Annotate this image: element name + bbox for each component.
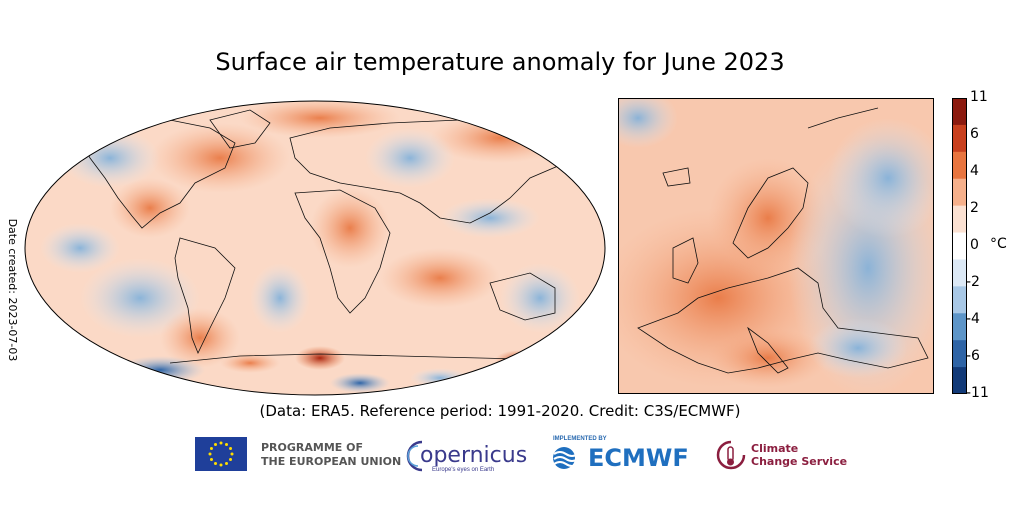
europe-anomaly-map bbox=[618, 98, 934, 394]
ecmwf-waves-icon bbox=[553, 447, 579, 469]
colorbar-segment bbox=[952, 340, 967, 368]
eu-line-1: PROGRAMME OF bbox=[261, 441, 363, 454]
colorbar-tick-label: 4 bbox=[970, 163, 979, 179]
colorbar-segment bbox=[952, 205, 967, 234]
ecmwf-logo-text: ECMWF bbox=[588, 444, 689, 472]
colorbar-segment bbox=[952, 367, 967, 394]
eu-flag-icon bbox=[195, 437, 247, 471]
colorbar-segment bbox=[952, 98, 967, 126]
colorbar-segment bbox=[952, 124, 967, 153]
world-anomaly-map bbox=[24, 100, 606, 396]
colorbar-segment bbox=[952, 286, 967, 314]
date-created-label: Date created: 2023-07-03 bbox=[6, 218, 19, 362]
colorbar-tick-label: 11 bbox=[970, 89, 988, 105]
colorbar-segment bbox=[952, 313, 967, 341]
colorbar-tick-label: 2 bbox=[970, 200, 979, 216]
ccs-line-2: Change Service bbox=[751, 455, 848, 468]
implemented-by-label: IMPLEMENTED BY bbox=[553, 436, 607, 442]
colorbar-tick-label: -6 bbox=[966, 348, 980, 364]
colorbar-tick-label: -2 bbox=[966, 274, 980, 290]
copernicus-tagline: Europe's eyes on Earth bbox=[432, 467, 495, 473]
colorbar-unit: °C bbox=[990, 236, 1007, 252]
colorbar-tick-label: 0 bbox=[970, 237, 979, 253]
eu-programme-label: PROGRAMME OF THE EUROPEAN UNION bbox=[261, 441, 401, 469]
colorbar-tick-label: -4 bbox=[966, 311, 980, 327]
colorbar bbox=[952, 98, 967, 394]
credit-line: (Data: ERA5. Reference period: 1991-2020… bbox=[259, 402, 741, 420]
eu-line-2: THE EUROPEAN UNION bbox=[261, 455, 402, 468]
colorbar-segment bbox=[952, 259, 967, 287]
colorbar-tick-label: -11 bbox=[966, 385, 989, 401]
climate-change-service-icon bbox=[716, 440, 746, 470]
colorbar-segment bbox=[952, 178, 967, 207]
ccs-logo-text: Climate Change Service bbox=[751, 442, 847, 468]
map-title: Surface air temperature anomaly for June… bbox=[215, 48, 785, 76]
copernicus-c-icon bbox=[406, 440, 423, 472]
copernicus-logo-text: opernicus bbox=[420, 443, 528, 468]
ccs-line-1: Climate bbox=[751, 442, 799, 455]
colorbar-segment bbox=[952, 151, 967, 180]
logo-row: PROGRAMME OF THE EUROPEAN UNION opernicu… bbox=[0, 430, 1020, 490]
colorbar-tick-label: 6 bbox=[970, 126, 979, 142]
colorbar-segment bbox=[952, 232, 967, 260]
